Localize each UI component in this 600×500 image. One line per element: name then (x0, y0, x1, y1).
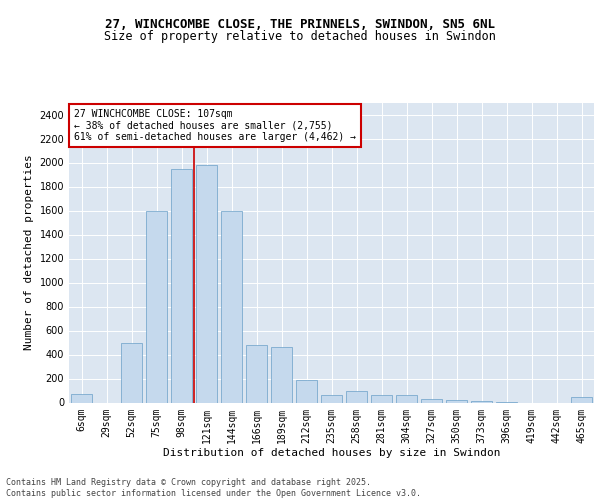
Text: Size of property relative to detached houses in Swindon: Size of property relative to detached ho… (104, 30, 496, 43)
Bar (446, 400, 467, 402)
Y-axis label: Number of detached properties: Number of detached properties (24, 154, 34, 350)
Bar (271, 348, 292, 403)
Bar (71, 394, 92, 402)
Bar (371, 394, 392, 402)
Bar (396, 396, 417, 402)
Bar (321, 394, 342, 402)
Bar (146, 210, 167, 402)
Bar (346, 391, 367, 402)
Bar (196, 165, 217, 402)
Text: 27 WINCHCOMBE CLOSE: 107sqm
← 38% of detached houses are smaller (2,755)
61% of : 27 WINCHCOMBE CLOSE: 107sqm ← 38% of det… (74, 108, 356, 142)
Bar (121, 342, 142, 402)
Text: 27, WINCHCOMBE CLOSE, THE PRINNELS, SWINDON, SN5 6NL: 27, WINCHCOMBE CLOSE, THE PRINNELS, SWIN… (105, 18, 495, 30)
X-axis label: Distribution of detached houses by size in Swindon: Distribution of detached houses by size … (163, 448, 500, 458)
Text: Contains HM Land Registry data © Crown copyright and database right 2025.
Contai: Contains HM Land Registry data © Crown c… (6, 478, 421, 498)
Bar (221, 210, 242, 402)
Bar (171, 168, 192, 402)
Bar (246, 345, 267, 403)
Bar (471, 401, 492, 402)
Bar (571, 397, 592, 402)
Bar (421, 399, 442, 402)
Bar (296, 380, 317, 402)
